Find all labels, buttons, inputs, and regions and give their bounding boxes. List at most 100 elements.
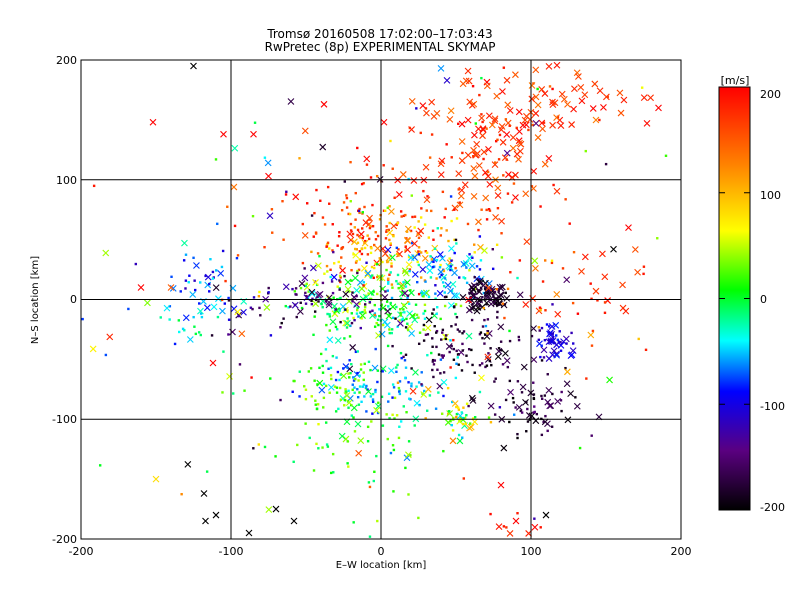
- data-point-dot: [250, 376, 253, 379]
- data-point-dot: [372, 276, 375, 280]
- data-point-dot: [227, 318, 231, 321]
- data-point-dot: [417, 316, 420, 319]
- data-point-dot: [355, 294, 358, 298]
- data-point-cross: [319, 143, 327, 151]
- data-point-dot: [317, 300, 320, 303]
- data-point-dot: [540, 394, 543, 398]
- data-point-dot: [494, 377, 497, 380]
- data-point-cross: [301, 274, 309, 282]
- data-point-dot: [497, 290, 500, 293]
- data-point-cross: [425, 261, 433, 268]
- data-point-dot: [387, 277, 390, 280]
- data-point-dot: [385, 300, 389, 303]
- data-point-dot: [436, 227, 439, 230]
- data-point-cross: [366, 214, 373, 222]
- data-point-dot: [406, 322, 409, 325]
- data-point-cross: [186, 336, 194, 343]
- data-point-dot: [356, 306, 359, 310]
- data-point-dot: [420, 371, 423, 374]
- data-point-dot: [424, 107, 428, 110]
- data-point-cross: [546, 402, 554, 410]
- data-point-dot: [226, 205, 229, 208]
- data-point-dot: [479, 331, 483, 334]
- data-point-dot: [406, 296, 409, 299]
- data-point-cross: [465, 254, 473, 262]
- data-point-dot: [426, 333, 430, 336]
- data-point-cross: [360, 265, 368, 272]
- data-point-dot: [282, 238, 285, 241]
- data-point-cross: [181, 239, 188, 247]
- data-point-cross: [512, 71, 519, 79]
- data-point-dot: [531, 123, 535, 127]
- data-point-dot: [310, 302, 314, 306]
- data-point-dot: [198, 302, 201, 305]
- data-point-cross: [163, 304, 171, 312]
- data-point-dot: [356, 271, 359, 275]
- data-point-dot: [449, 265, 453, 268]
- data-point-dot: [399, 210, 403, 213]
- data-point-dot: [384, 237, 388, 240]
- data-point-cross: [320, 100, 328, 108]
- data-point-dot: [392, 448, 396, 452]
- data-point-cross: [554, 397, 562, 405]
- data-point-dot: [313, 310, 317, 313]
- data-point-cross: [106, 333, 114, 341]
- data-point-dot: [374, 238, 378, 241]
- data-point-dot: [312, 235, 315, 238]
- data-point-dot: [339, 264, 342, 268]
- data-point-dot: [351, 383, 354, 386]
- data-point-dot: [499, 340, 503, 343]
- data-point-dot: [267, 291, 270, 294]
- data-point-cross: [532, 66, 540, 74]
- data-point-cross: [453, 292, 461, 300]
- data-point-dot: [388, 238, 391, 242]
- data-point-dot: [343, 398, 347, 402]
- data-point-cross: [399, 290, 406, 298]
- data-point-dot: [314, 231, 318, 234]
- data-point-cross: [519, 383, 527, 391]
- data-point-dot: [400, 215, 403, 218]
- data-point-dot: [369, 251, 373, 255]
- data-point-dot: [322, 406, 325, 409]
- data-point-cross: [412, 368, 419, 376]
- data-point-dot: [371, 398, 375, 401]
- data-point-dot: [417, 220, 420, 223]
- data-point-dot: [451, 429, 455, 432]
- data-point-dot: [465, 402, 469, 405]
- data-point-dot: [443, 216, 446, 219]
- data-point-dot: [547, 338, 551, 342]
- data-point-dot: [350, 279, 353, 282]
- data-point-dot: [379, 262, 382, 266]
- data-point-dot: [257, 443, 261, 446]
- data-point-dot: [453, 305, 456, 309]
- data-point-dot: [269, 334, 273, 337]
- data-point-cross: [346, 230, 354, 238]
- data-point-dot: [269, 377, 272, 380]
- data-point-dot: [541, 280, 545, 283]
- data-point-cross: [448, 245, 455, 252]
- data-point-dot: [322, 382, 326, 386]
- data-point-dot: [396, 273, 400, 277]
- data-point-dot: [285, 190, 288, 193]
- data-point-cross: [581, 253, 589, 261]
- data-point-cross: [182, 314, 190, 322]
- data-point-dot: [307, 290, 310, 293]
- data-point-dot: [349, 371, 352, 375]
- data-point-dot: [365, 410, 368, 413]
- data-point-dot: [369, 276, 373, 279]
- data-point-dot: [440, 412, 444, 415]
- data-point-cross: [470, 165, 478, 172]
- data-point-cross: [407, 254, 415, 262]
- data-point-dot: [354, 261, 358, 264]
- data-point-cross: [466, 98, 474, 106]
- data-point-dot: [373, 313, 377, 317]
- data-point-dot: [417, 516, 420, 520]
- data-point-dot: [360, 182, 364, 186]
- data-point-dot: [337, 235, 341, 238]
- data-point-dot: [354, 350, 358, 354]
- data-point-dot: [488, 359, 492, 363]
- data-point-dot: [356, 146, 359, 150]
- data-point-cross: [342, 290, 350, 298]
- data-point-dot: [352, 316, 355, 320]
- data-point-dot: [481, 120, 484, 124]
